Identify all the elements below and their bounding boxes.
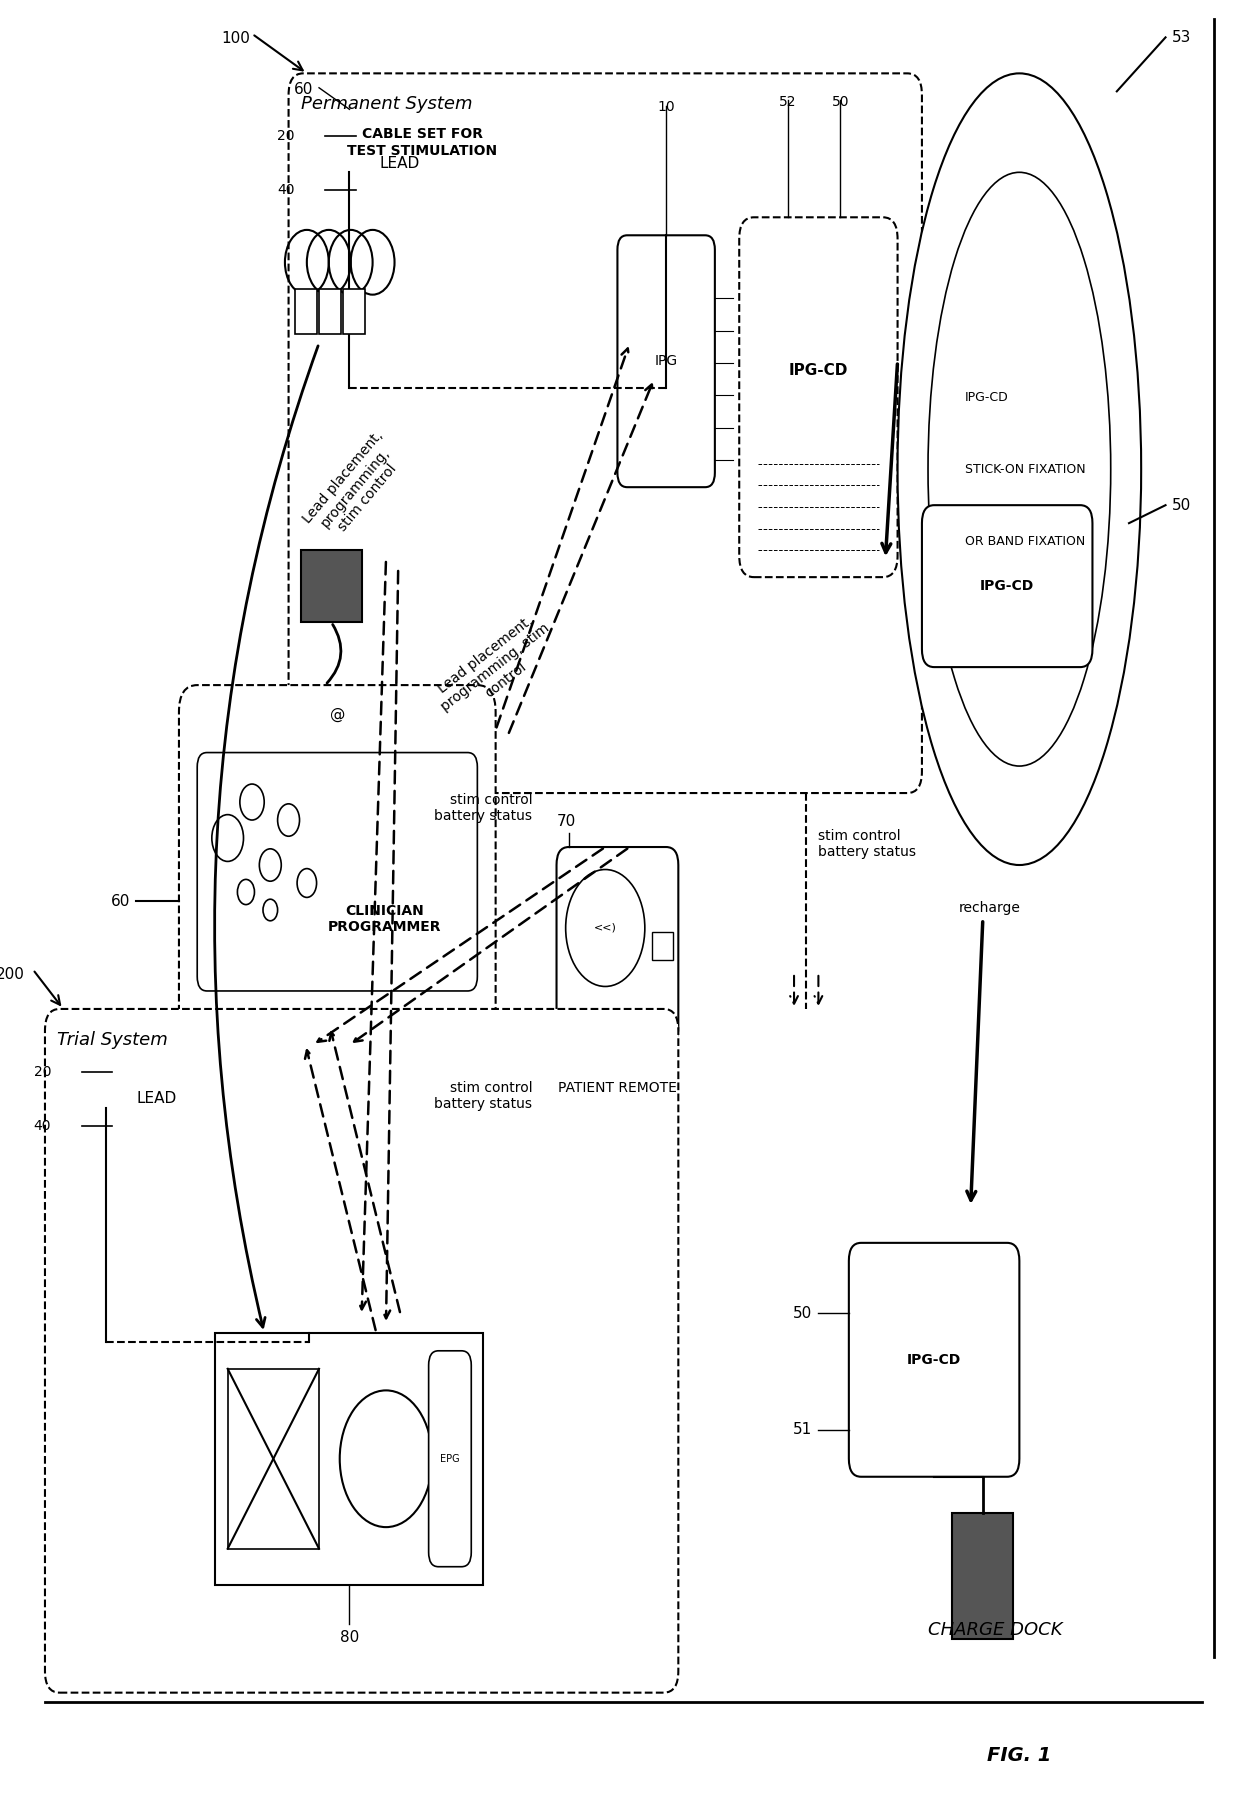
FancyBboxPatch shape xyxy=(197,753,477,991)
FancyBboxPatch shape xyxy=(289,74,921,793)
Text: Lead placement,
programming,
stim control: Lead placement, programming, stim contro… xyxy=(300,427,410,546)
Text: 60: 60 xyxy=(294,83,312,97)
Text: 80: 80 xyxy=(340,1629,360,1645)
Text: stim control
battery status: stim control battery status xyxy=(434,1081,532,1112)
FancyBboxPatch shape xyxy=(295,290,316,333)
Text: Lead placement,
programming, stim
control: Lead placement, programming, stim contro… xyxy=(429,607,563,726)
Text: CHARGE DOCK: CHARGE DOCK xyxy=(928,1620,1063,1638)
FancyBboxPatch shape xyxy=(301,550,362,622)
Text: IPG-CD: IPG-CD xyxy=(965,391,1008,404)
Text: 20: 20 xyxy=(278,130,295,144)
Text: STICK-ON FIXATION: STICK-ON FIXATION xyxy=(965,463,1085,476)
Text: Permanent System: Permanent System xyxy=(301,96,472,114)
Ellipse shape xyxy=(928,173,1111,766)
Ellipse shape xyxy=(565,870,645,986)
Text: stim control
battery status: stim control battery status xyxy=(818,829,916,860)
FancyBboxPatch shape xyxy=(45,1009,678,1692)
Text: recharge: recharge xyxy=(959,901,1021,915)
Text: @: @ xyxy=(330,706,345,721)
FancyBboxPatch shape xyxy=(618,236,715,487)
Text: IPG-CD: IPG-CD xyxy=(789,362,848,378)
FancyBboxPatch shape xyxy=(651,932,673,960)
FancyBboxPatch shape xyxy=(557,847,678,1045)
FancyBboxPatch shape xyxy=(319,290,341,333)
FancyBboxPatch shape xyxy=(179,685,496,1045)
FancyBboxPatch shape xyxy=(921,505,1092,667)
FancyBboxPatch shape xyxy=(952,1512,1013,1638)
FancyBboxPatch shape xyxy=(739,218,898,577)
Text: CLINICIAN
PROGRAMMER: CLINICIAN PROGRAMMER xyxy=(329,905,441,933)
Text: 100: 100 xyxy=(222,31,250,47)
Text: LEAD: LEAD xyxy=(136,1092,176,1106)
Text: 53: 53 xyxy=(1172,31,1190,45)
FancyBboxPatch shape xyxy=(216,1333,484,1584)
Text: IPG: IPG xyxy=(655,355,678,368)
Text: 50: 50 xyxy=(832,96,849,108)
Text: IPG-CD: IPG-CD xyxy=(906,1353,961,1366)
Text: Trial System: Trial System xyxy=(57,1031,167,1049)
FancyBboxPatch shape xyxy=(228,1370,319,1548)
Text: stim control
battery status: stim control battery status xyxy=(434,793,532,824)
Text: FIG. 1: FIG. 1 xyxy=(987,1746,1052,1764)
Text: LEAD: LEAD xyxy=(379,155,420,171)
Text: PATIENT REMOTE: PATIENT REMOTE xyxy=(558,1081,677,1096)
Text: 200: 200 xyxy=(0,968,25,982)
Ellipse shape xyxy=(898,74,1141,865)
Text: <<): <<) xyxy=(594,923,616,933)
Text: IPG-CD: IPG-CD xyxy=(980,578,1034,593)
Text: 60: 60 xyxy=(110,894,130,908)
FancyBboxPatch shape xyxy=(849,1243,1019,1478)
FancyBboxPatch shape xyxy=(429,1352,471,1566)
Text: 50: 50 xyxy=(1172,497,1190,514)
Text: CABLE SET FOR
TEST STIMULATION: CABLE SET FOR TEST STIMULATION xyxy=(347,128,497,157)
Text: 51: 51 xyxy=(794,1422,812,1438)
Text: 70: 70 xyxy=(557,815,575,829)
Text: 20: 20 xyxy=(33,1065,51,1079)
Text: EPG: EPG xyxy=(440,1454,460,1463)
Text: 40: 40 xyxy=(278,184,295,196)
FancyBboxPatch shape xyxy=(343,290,366,333)
Text: 52: 52 xyxy=(779,96,797,108)
Text: 40: 40 xyxy=(33,1119,51,1133)
Text: 10: 10 xyxy=(657,101,675,114)
Text: 50: 50 xyxy=(794,1305,812,1321)
Text: OR BAND FIXATION: OR BAND FIXATION xyxy=(965,535,1085,548)
